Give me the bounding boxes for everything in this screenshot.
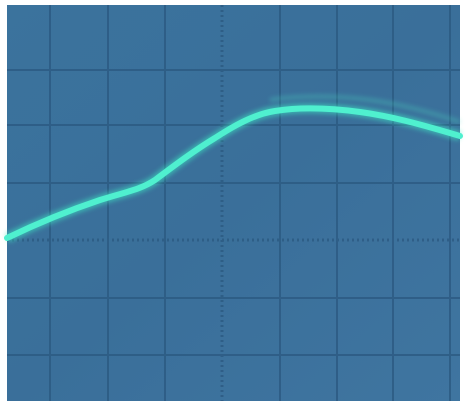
oscilloscope-photo [0, 0, 466, 409]
